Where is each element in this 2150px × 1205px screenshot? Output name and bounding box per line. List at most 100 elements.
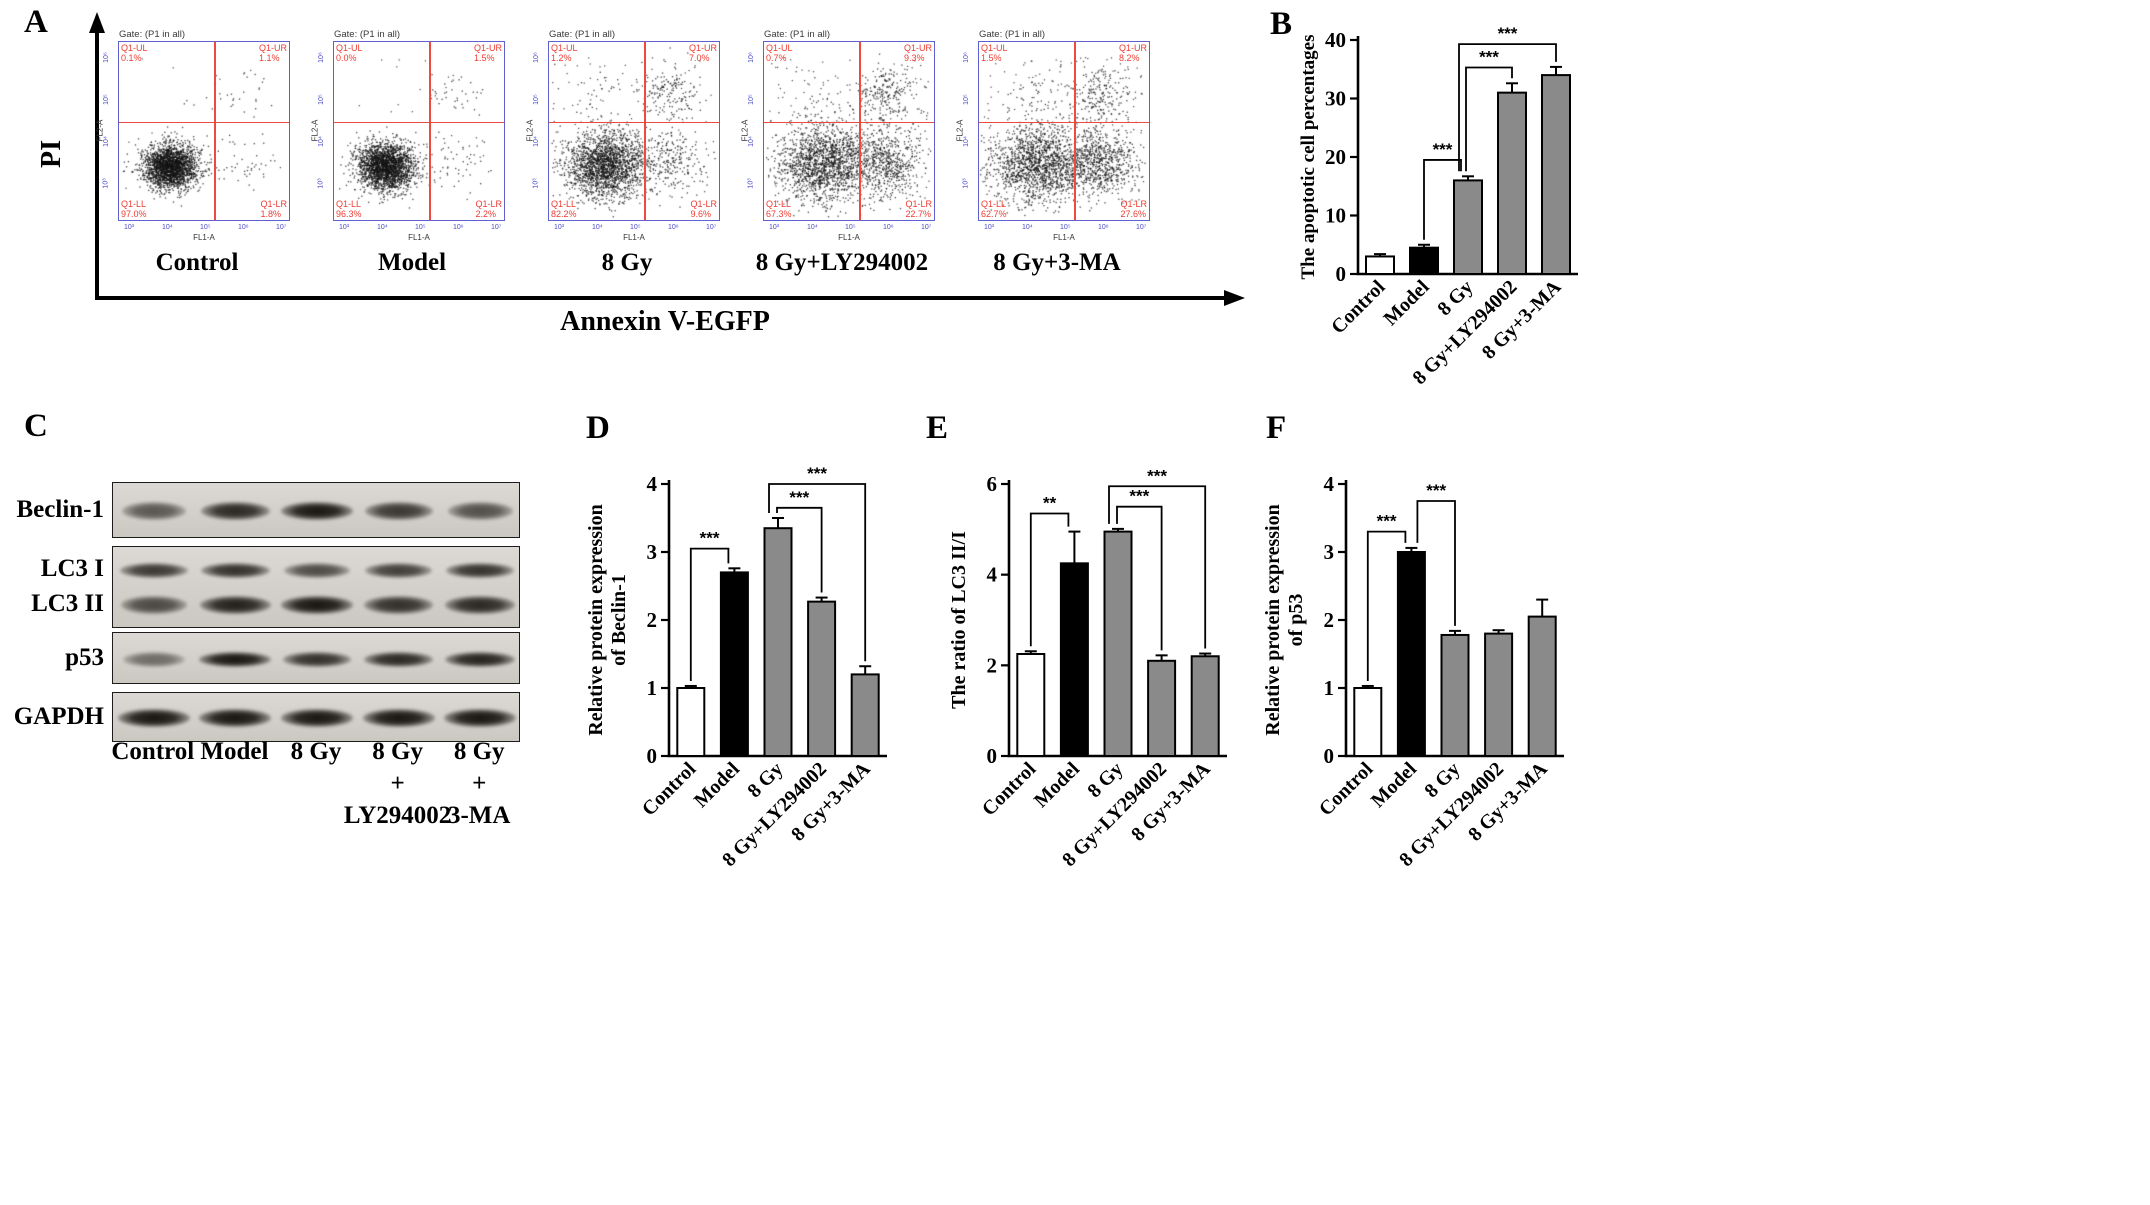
flow-fl1a-label: FL1-A: [623, 233, 645, 242]
quadrant-stat-ul: Q1-UL 0.0%: [336, 43, 363, 63]
blot-band-gapdh-lane4: [362, 709, 435, 727]
blot-band-lc3-ii-lane1: [121, 596, 187, 614]
flow-plot-box: Q1-UL 0.0% Q1-UR 1.5% Q1-LL 96.3% Q1-LR 2.2%: [333, 41, 505, 221]
quadrant-stat-lr: Q1-LR 27.6%: [1120, 199, 1147, 219]
quadrant-name: Q1-UL: [121, 43, 148, 53]
lane-label-5: 8 Gy: [453, 738, 505, 765]
y-tick-label-e-1: 2: [987, 653, 998, 677]
flow-y-tick: 10⁵: [532, 94, 540, 105]
lane-treatment-4: LY294002: [343, 802, 452, 829]
y-tick-label-d-3: 3: [647, 540, 658, 564]
quadrant-percentage: 2.2%: [475, 208, 496, 219]
bar-b-8-gy-ly294002: [1497, 91, 1527, 276]
flow-y-tick: 10⁶: [747, 52, 755, 63]
chart-apoptotic-percentages: 0 10 20 30 40 The apoptotic cell percentages C…: [1288, 4, 1718, 423]
flow-scatter-canvas: [334, 42, 503, 219]
panel-a-y-axis-title: PI: [36, 140, 67, 168]
flow-x-tick: 10⁵: [845, 224, 856, 231]
quadrant-name: Q1-UL: [551, 43, 578, 53]
blot-band-lc3-ii-lane2: [200, 596, 271, 614]
flow-scatter-canvas: [764, 42, 933, 219]
blot-band-p53-lane1: [123, 651, 185, 667]
bar-d-control: [676, 687, 706, 757]
flow-x-tick: 10⁵: [630, 224, 641, 231]
lane-label-2: Model: [200, 738, 269, 765]
significance-stars-d-1: ***: [789, 488, 809, 507]
flow-x-tick: 10³: [984, 224, 995, 231]
flow-plot-box: Q1-UL 0.1% Q1-UR 1.1% Q1-LL 97.0% Q1-LR 1.8%: [118, 41, 290, 221]
quadrant-stat-ul: Q1-UL 1.5%: [981, 43, 1008, 63]
blot-band-gapdh-lane2: [199, 709, 272, 727]
flow-plot-8-gy: Gate: (P1 in all) Q1-UL 1.2% Q1-UR 7.0% Q1-LL…: [522, 28, 732, 280]
flow-x-tick: 10⁷: [706, 224, 717, 231]
y-tick-label-b-0: 0: [1336, 262, 1347, 286]
flow-y-tick: 10³: [102, 178, 110, 189]
flow-x-tick: 10⁷: [921, 224, 932, 231]
quadrant-stat-ur: Q1-UR 7.0%: [689, 43, 717, 63]
blot-band-lc3-ii-lane3: [281, 596, 353, 614]
flow-x-tick: 10⁴: [807, 224, 818, 231]
bar-d-model: [719, 571, 749, 758]
flow-y-tick: 10⁶: [102, 52, 110, 63]
flow-y-tick: 10³: [317, 178, 325, 189]
quadrant-name: Q1-LL: [336, 198, 362, 209]
significance-bracket-b-2: [1458, 43, 1557, 172]
significance-stars-b-0: ***: [1433, 140, 1453, 159]
flow-y-tick: 10⁵: [962, 94, 970, 105]
blot-band-lc3-i-lane2: [201, 562, 270, 578]
lane-treatment-5: 3-MA: [447, 802, 511, 829]
blot-membrane-4: [112, 692, 520, 742]
y-axis-title-f-line1: Relative protein expression: [1262, 504, 1284, 735]
significance-stars-e-2: ***: [1147, 466, 1167, 485]
significance-bracket-e-0: [1029, 512, 1070, 647]
quadrant-stat-ll: Q1-LL 82.2%: [551, 199, 577, 219]
quadrant-name: Q1-LR: [475, 198, 502, 209]
quadrant-percentage: 1.2%: [551, 53, 572, 64]
bar-f-control: [1353, 687, 1383, 757]
flow-fl2a-label: FL2-A: [955, 119, 965, 142]
protein-label-lc3-ii: LC3 II: [31, 590, 104, 617]
quadrant-percentage: 1.5%: [981, 53, 1002, 64]
x-category-d-model: Model: [690, 758, 744, 812]
flow-plot-box: Q1-UL 1.2% Q1-UR 7.0% Q1-LL 82.2% Q1-LR 9.6%: [548, 41, 720, 221]
significance-stars-f-1: ***: [1426, 481, 1446, 500]
quadrant-name: Q1-UR: [473, 43, 502, 53]
quadrant-horizontal-line: [979, 122, 1149, 124]
quadrant-stat-ur: Q1-UR 1.1%: [259, 43, 287, 63]
chart-p53-expression: 0 1 2 3 4 Relative protein expression of p53 Co…: [1262, 448, 1672, 935]
quadrant-name: Q1-LR: [1120, 198, 1147, 209]
flow-x-tick: 10⁶: [238, 224, 249, 231]
bar-b-8-gy-3-ma: [1541, 74, 1571, 275]
bar-e-model: [1059, 562, 1089, 758]
gate-label: Gate: (P1 in all): [334, 29, 400, 40]
y-tick-label-f-4: 4: [1324, 472, 1335, 496]
bar-f-model: [1396, 551, 1426, 757]
quadrant-percentage: 27.6%: [1120, 208, 1147, 219]
significance-stars-f-0: ***: [1377, 512, 1397, 531]
quadrant-stat-lr: Q1-LR 22.7%: [905, 199, 932, 219]
flow-x-tick: 10⁶: [883, 224, 894, 231]
blot-band-lc3-ii-lane5: [445, 596, 515, 614]
flow-y-tick: 10⁶: [962, 52, 970, 63]
quadrant-name: Q1-UR: [1118, 43, 1147, 53]
quadrant-name: Q1-LR: [260, 198, 287, 209]
flow-x-tick: 10³: [124, 224, 135, 231]
bar-e-8-gy-3-ma: [1190, 655, 1220, 757]
quadrant-stat-ll: Q1-LL 62.7%: [981, 199, 1007, 219]
flow-x-tick: 10⁵: [1060, 224, 1071, 231]
flow-scatter-canvas: [979, 42, 1148, 219]
quadrant-percentage: 9.6%: [690, 208, 711, 219]
flow-scatter-canvas: [119, 42, 288, 219]
panel-a-x-axis-title: Annexin V-EGFP: [560, 306, 770, 337]
quadrant-percentage: 8.2%: [1118, 53, 1140, 64]
quadrant-percentage: 1.1%: [258, 53, 280, 64]
flow-plot-control: Gate: (P1 in all) Q1-UL 0.1% Q1-UR 1.1% Q1-LL…: [92, 28, 302, 280]
quadrant-percentage: 7.0%: [688, 53, 710, 64]
flow-plot-8-gy-ly294002: Gate: (P1 in all) Q1-UL 0.7% Q1-UR 9.3% Q1-LL…: [737, 28, 947, 280]
blot-band-lc3-i-lane3: [284, 562, 350, 578]
bar-f-8-gy-3-ma: [1527, 615, 1557, 757]
bar-b-8-gy: [1453, 179, 1483, 275]
bar-d-8-gy-3-ma: [850, 673, 880, 757]
gate-label: Gate: (P1 in all): [119, 29, 185, 40]
